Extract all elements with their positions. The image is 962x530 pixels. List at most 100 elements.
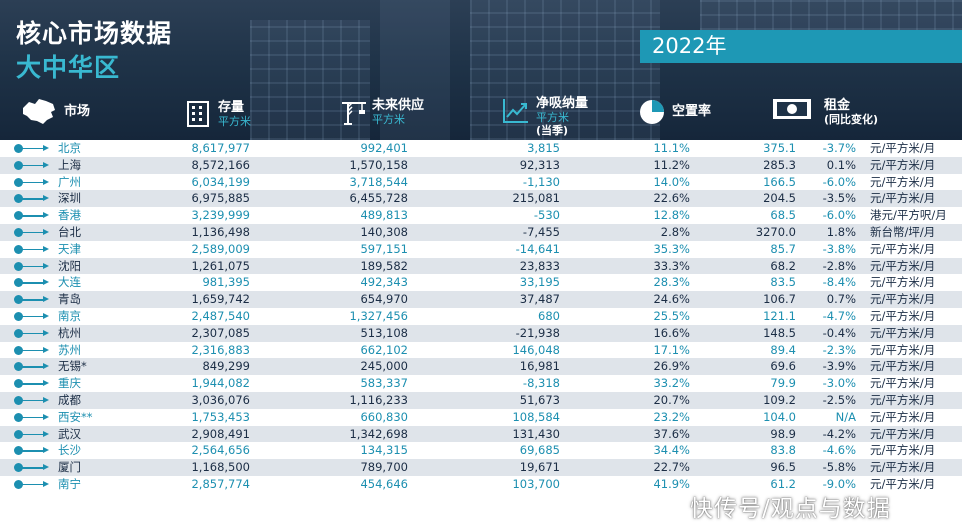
header-banner: 核心市场数据 大中华区 2022年 市场 存量 平方米 未 xyxy=(0,0,962,140)
rent-value: 96.5 xyxy=(770,460,796,475)
absorption-value: -8,318 xyxy=(522,376,560,391)
rent-value: 83.5 xyxy=(770,275,796,290)
row-marker-arrow-icon xyxy=(14,211,50,221)
rent-change-value: -3.8% xyxy=(822,241,856,256)
row-marker-arrow-icon xyxy=(14,261,50,271)
stock-value: 3,036,076 xyxy=(191,392,250,407)
absorption-value: 131,430 xyxy=(512,426,560,441)
row-marker-arrow-icon xyxy=(14,479,50,489)
future-supply-value: 1,570,158 xyxy=(349,157,408,172)
rent-unit: 港元/平方呎/月 xyxy=(870,208,947,223)
banknote-icon xyxy=(773,99,811,119)
rent-change-value: -2.8% xyxy=(822,258,856,273)
row-marker-arrow-icon xyxy=(14,160,50,170)
stock-value: 2,564,656 xyxy=(191,443,250,458)
rent-unit: 元/平方米/月 xyxy=(870,376,936,391)
table-row: 北京 8,617,977 992,401 3,815 11.1% 375.1 -3.7% 元/… xyxy=(0,140,962,157)
rent-change-value: -8.4% xyxy=(822,275,856,290)
rent-value: 285.3 xyxy=(763,157,796,172)
stock-value: 2,908,491 xyxy=(191,426,250,441)
vacancy-value: 20.7% xyxy=(653,392,690,407)
future-supply-value: 1,116,233 xyxy=(349,392,408,407)
rent-change-value: -4.6% xyxy=(822,443,856,458)
rent-unit: 元/平方米/月 xyxy=(870,342,936,357)
rent-value: 166.5 xyxy=(763,174,796,189)
rent-unit: 元/平方米/月 xyxy=(870,292,936,307)
row-marker-arrow-icon xyxy=(14,227,50,237)
rent-unit: 元/平方米/月 xyxy=(870,241,936,256)
crane-icon xyxy=(342,102,366,125)
rent-value: 85.7 xyxy=(770,241,796,256)
rent-change-value: -2.3% xyxy=(822,342,856,357)
future-supply-value: 140,308 xyxy=(360,224,408,239)
rent-value: 106.7 xyxy=(763,292,796,307)
future-supply-value: 3,718,544 xyxy=(349,174,408,189)
rent-unit: 元/平方米/月 xyxy=(870,275,936,290)
table-row: 天津 2,589,009 597,151 -14,641 35.3% 85.7 -3.8% 元… xyxy=(0,240,962,258)
rent-value: 89.4 xyxy=(770,342,796,357)
absorption-value: 37,487 xyxy=(519,292,560,307)
rent-value: 61.2 xyxy=(770,476,796,491)
absorption-value: 16,981 xyxy=(519,359,560,374)
rent-change-value: -2.5% xyxy=(822,392,856,407)
rent-unit: 元/平方米/月 xyxy=(870,191,936,206)
rent-change-value: 0.7% xyxy=(826,292,856,307)
vacancy-value: 33.3% xyxy=(653,258,690,273)
table-row: 西安** 1,753,453 660,830 108,584 23.2% 104.0 N/A… xyxy=(0,408,962,426)
rent-unit: 元/平方米/月 xyxy=(870,392,936,407)
absorption-value: -530 xyxy=(533,208,560,223)
vacancy-value: 34.4% xyxy=(653,443,690,458)
absorption-value: 69,685 xyxy=(519,443,560,458)
city-name: 上海 xyxy=(58,157,81,172)
row-marker-arrow-icon xyxy=(14,177,50,187)
row-marker-arrow-icon xyxy=(14,446,50,456)
rent-unit: 元/平方米/月 xyxy=(870,443,936,458)
future-supply-value: 662,102 xyxy=(360,342,408,357)
city-name: 青岛 xyxy=(58,292,81,307)
table-row: 杭州 2,307,085 513,108 -21,938 16.6% 148.5 -0.4%… xyxy=(0,324,962,342)
row-marker-arrow-icon xyxy=(14,395,50,405)
vacancy-value: 23.2% xyxy=(653,409,690,424)
table-row: 重庆 1,944,082 583,337 -8,318 33.2% 79.9 -3.0% 元/… xyxy=(0,375,962,392)
stock-value: 2,307,085 xyxy=(191,325,250,340)
watermark: 快传号/观点与数据 xyxy=(690,496,891,522)
city-name: 西安** xyxy=(58,409,93,424)
row-marker-arrow-icon xyxy=(14,244,50,254)
rent-change-value: -3.0% xyxy=(822,376,856,391)
row-marker-arrow-icon xyxy=(14,278,50,288)
absorption-value: 23,833 xyxy=(519,258,560,273)
rent-value: 104.0 xyxy=(763,409,796,424)
row-marker-arrow-icon xyxy=(14,328,50,338)
rent-change-value: -6.0% xyxy=(822,208,856,223)
table-row: 大连 981,395 492,343 33,195 28.3% 83.5 -8.4% 元/平方… xyxy=(0,274,962,292)
future-supply-value: 6,455,728 xyxy=(349,191,408,206)
rent-change-value: -3.5% xyxy=(822,191,856,206)
vacancy-value: 37.6% xyxy=(653,426,690,441)
stock-value: 981,395 xyxy=(202,275,250,290)
rent-unit: 元/平方米/月 xyxy=(870,141,936,155)
table-row: 成都 3,036,076 1,116,233 51,673 20.7% 109.2 -2.5… xyxy=(0,391,962,409)
vacancy-value: 33.2% xyxy=(653,376,690,391)
table-row: 沈阳 1,261,075 189,582 23,833 33.3% 68.2 -2.8% 元/… xyxy=(0,257,962,275)
rent-unit: 元/平方米/月 xyxy=(870,258,936,273)
city-name: 台北 xyxy=(58,224,81,239)
table-row: 南京 2,487,540 1,327,456 680 25.5% 121.1 -4.7% 元/… xyxy=(0,307,962,325)
rent-change-value: -6.0% xyxy=(822,174,856,189)
stock-value: 8,617,977 xyxy=(191,141,250,155)
row-marker-arrow-icon xyxy=(14,194,50,204)
stock-value: 2,487,540 xyxy=(191,308,250,323)
stock-value: 1,261,075 xyxy=(191,258,250,273)
absorption-value: -21,938 xyxy=(515,325,560,340)
column-unit: 平方米 xyxy=(218,115,251,128)
rent-value: 204.5 xyxy=(763,191,796,206)
table-row: 上海 8,572,166 1,570,158 92,313 11.2% 285.3 0.1%… xyxy=(0,156,962,174)
table-row: 深圳 6,975,885 6,455,728 215,081 22.6% 204.5 -3.… xyxy=(0,190,962,208)
city-name: 武汉 xyxy=(58,426,81,441)
row-marker-arrow-icon xyxy=(14,463,50,473)
future-supply-value: 1,342,698 xyxy=(349,426,408,441)
rent-unit: 新台幣/坪/月 xyxy=(870,224,936,239)
vacancy-value: 11.2% xyxy=(653,157,690,172)
table-row: 广州 6,034,199 3,718,544 -1,130 14.0% 166.5 -6.0… xyxy=(0,173,962,191)
absorption-value: 19,671 xyxy=(519,460,560,475)
stock-value: 3,239,999 xyxy=(191,208,250,223)
